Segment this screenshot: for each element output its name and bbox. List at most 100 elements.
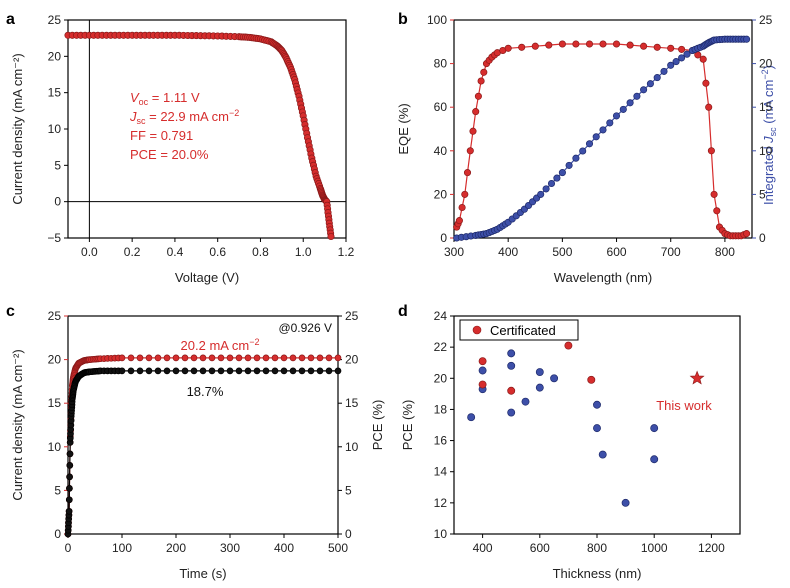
eqe-point bbox=[504, 44, 512, 52]
eqe-point bbox=[477, 77, 485, 85]
integrated-jsc-point bbox=[619, 105, 627, 113]
panel-d-xtick-label: 1200 bbox=[698, 541, 725, 555]
literature-point bbox=[507, 361, 516, 370]
panel-c-y2tick-label: 15 bbox=[345, 396, 359, 410]
panel-c-xtick-label: 0 bbox=[65, 541, 72, 555]
integrated-jsc-point bbox=[542, 185, 550, 193]
pce-tracking-point bbox=[298, 367, 306, 375]
pce-tracking-point bbox=[208, 367, 216, 375]
current-density-point bbox=[118, 354, 126, 362]
integrated-jsc-point bbox=[553, 174, 561, 182]
panel-b-xtick-label: 300 bbox=[444, 245, 464, 259]
current-density-point bbox=[181, 354, 189, 362]
eqe-curve bbox=[456, 43, 747, 237]
pce-tracking-point bbox=[181, 367, 189, 375]
panel-a-ytick-label: 20 bbox=[48, 49, 62, 63]
pce-tracking-point bbox=[66, 462, 74, 469]
panel-b-xlabel: Wavelength (nm) bbox=[554, 270, 653, 285]
panel-d-xtick-label: 800 bbox=[587, 541, 607, 555]
current-density-point bbox=[208, 354, 216, 362]
integrated-jsc-point bbox=[537, 190, 545, 198]
integrated-jsc-point bbox=[646, 80, 654, 88]
integrated-jsc-point bbox=[640, 86, 648, 94]
pce-tracking-point bbox=[136, 367, 144, 375]
jsc-annotation: Jsc = 22.9 mA cm−2 bbox=[129, 108, 239, 126]
panel-d-ytick-label: 16 bbox=[434, 434, 448, 448]
eqe-point bbox=[531, 42, 539, 50]
panel-b-y2tick-label: 15 bbox=[759, 100, 773, 114]
panel-c-xlabel: Time (s) bbox=[179, 566, 226, 581]
panel-c-y2tick-label: 5 bbox=[345, 483, 352, 497]
eqe-point bbox=[705, 103, 713, 111]
literature-point bbox=[478, 366, 487, 375]
pce-tracking-point bbox=[244, 367, 252, 375]
pce-tracking-point bbox=[118, 367, 126, 375]
panel-a-ytick-label: 25 bbox=[48, 13, 62, 27]
eqe-point bbox=[678, 45, 686, 53]
panel-b-xtick-label: 800 bbox=[715, 245, 735, 259]
literature-point bbox=[593, 424, 601, 433]
pce-tracking-point bbox=[316, 367, 324, 375]
literature-point bbox=[521, 397, 530, 406]
literature-point bbox=[535, 383, 544, 392]
panel-c-xtick-label: 500 bbox=[328, 541, 348, 555]
legend-label: Certificated bbox=[490, 323, 556, 338]
panel-a-ytick-label: 5 bbox=[54, 158, 61, 172]
panel-b-y2-label: Integrated Jsc (mA cm−2) bbox=[760, 65, 778, 205]
current-density-point bbox=[163, 354, 171, 362]
panel-d-xtick-label: 1000 bbox=[641, 541, 668, 555]
panel-a-xtick-label: 0.0 bbox=[81, 245, 98, 259]
panel-d-ytick-label: 10 bbox=[434, 527, 448, 541]
ff-annotation: FF = 0.791 bbox=[130, 128, 193, 143]
current-density-point bbox=[127, 354, 135, 362]
panel-b-xtick-label: 700 bbox=[661, 245, 681, 259]
integrated-jsc-point bbox=[572, 154, 580, 162]
integrated-jsc-point bbox=[547, 179, 556, 188]
pce-tracking-point bbox=[217, 367, 225, 375]
panel-c-xtick-label: 100 bbox=[112, 541, 132, 555]
current-density-point bbox=[145, 354, 153, 362]
panel-d-ytick-label: 22 bbox=[434, 340, 448, 354]
panel-d-ytick-label: 20 bbox=[434, 371, 448, 385]
current-density-point bbox=[217, 354, 225, 362]
current-density-point bbox=[280, 354, 288, 362]
eqe-point bbox=[713, 207, 721, 215]
eqe-point bbox=[707, 147, 715, 155]
this-work-star bbox=[689, 370, 705, 385]
current-density-point bbox=[298, 354, 306, 362]
current-density-point bbox=[154, 354, 162, 362]
eqe-point bbox=[480, 68, 488, 76]
panel-c-ytick-label: 10 bbox=[48, 440, 62, 454]
pce-tracking-point bbox=[226, 367, 234, 375]
bias-annotation: @0.926 V bbox=[278, 321, 332, 335]
certificated-point bbox=[564, 341, 573, 350]
panel-b-ytick-label: 0 bbox=[440, 231, 447, 245]
literature-point bbox=[507, 349, 516, 358]
current-density-point bbox=[190, 354, 198, 362]
eqe-point bbox=[466, 147, 474, 155]
pce-tracking-point bbox=[145, 367, 153, 375]
current-density-point bbox=[262, 354, 270, 362]
eqe-point bbox=[455, 217, 463, 225]
literature-point bbox=[467, 413, 476, 422]
current-density-point bbox=[289, 354, 297, 362]
panel-label-d: d bbox=[398, 303, 408, 320]
current-density-point bbox=[235, 354, 243, 362]
eqe-point bbox=[653, 43, 661, 51]
current-density-point bbox=[334, 354, 342, 362]
eqe-point bbox=[463, 169, 472, 177]
integrated-jsc-point bbox=[558, 169, 566, 177]
panel-b-ytick-label: 100 bbox=[427, 13, 447, 27]
integrated-jsc-point bbox=[672, 58, 680, 66]
current-density-point bbox=[244, 354, 252, 362]
pce-tracking-point bbox=[289, 367, 297, 375]
literature-point bbox=[507, 408, 516, 417]
pce-tracking-point bbox=[280, 367, 288, 375]
legend-box bbox=[459, 319, 579, 341]
panel-c-y2tick-label: 25 bbox=[345, 309, 359, 323]
eqe-point bbox=[545, 41, 553, 49]
panel-b-frame bbox=[453, 19, 753, 239]
integrated-jsc-point bbox=[743, 35, 751, 43]
eqe-point bbox=[474, 92, 482, 100]
